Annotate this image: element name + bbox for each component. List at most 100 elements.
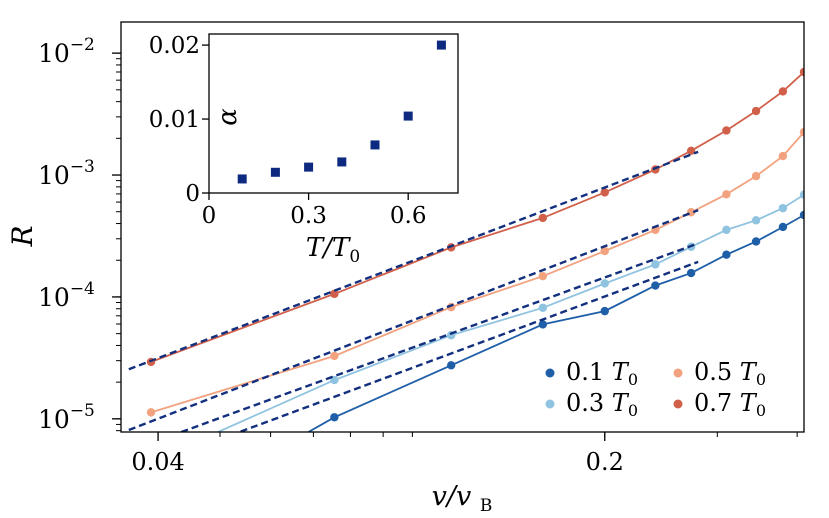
legend-sub: 0 (628, 401, 638, 420)
inset-y-axis: 0 0.01 0.02 (149, 33, 209, 207)
x-tick-label: 0.04 (131, 448, 184, 476)
inset-y-tick-label: 0.02 (149, 33, 200, 59)
legend-symbol: T (612, 358, 630, 386)
series-line-extension-1 (215, 379, 335, 432)
inset-x-axis: 0 0.3 0.6 (202, 193, 427, 229)
series-point-2 (330, 351, 339, 361)
series-point-0 (799, 210, 804, 220)
inset-point (237, 174, 247, 184)
y-tick-base: 10 (38, 283, 70, 312)
y-tick-label: 10−5 (38, 401, 95, 434)
legend-sub: 0 (756, 401, 766, 420)
series-point-2 (146, 408, 156, 417)
inset-point (370, 140, 380, 150)
series-point-3 (538, 213, 548, 223)
main-series-layer (146, 67, 804, 432)
inset-x-axis-label: T/T0 (306, 233, 360, 267)
fit-line-1 (180, 242, 699, 432)
series-point-2 (751, 171, 761, 181)
series-point-3 (600, 188, 609, 197)
series-line-extension-0 (306, 416, 335, 432)
main-x-axis-label-sub: B (480, 496, 493, 516)
y-tick-exponent: −5 (70, 401, 95, 421)
series-point-1 (778, 203, 788, 213)
series-point-2 (722, 190, 731, 199)
inset-x-label-main: T/T (306, 233, 351, 263)
main-y-axis-label: R (6, 225, 39, 247)
main-x-axis-label: v/v B (432, 481, 493, 516)
main-plot-frame (120, 21, 805, 433)
inset-point (337, 157, 347, 167)
inset-y-axis-label: α (213, 108, 243, 126)
series-line-1 (334, 193, 804, 381)
series-point-1 (722, 225, 731, 235)
series-point-1 (751, 216, 761, 225)
fit-line-2 (128, 209, 699, 432)
y-tick-exponent: −3 (70, 157, 95, 177)
inset-point (436, 40, 446, 50)
inset-background (209, 34, 458, 193)
legend-sub: 0 (628, 370, 638, 389)
fit-line-0 (236, 260, 699, 432)
inset-x-tick-label: 0.6 (390, 203, 427, 229)
inset-plot: 0 0.3 0.6 00.010.02 T/T0 α (149, 33, 459, 267)
series-point-3 (751, 106, 761, 116)
series-point-3 (686, 146, 696, 156)
legend-label-0: 0.1 T0 (566, 358, 638, 389)
series-point-0 (446, 361, 456, 370)
inset-x-tick-label: 0 (202, 203, 217, 229)
legend-label-2: 0.5 T0 (694, 358, 766, 389)
series-point-2 (538, 271, 548, 281)
y-tick-label: 10−2 (38, 35, 95, 68)
inset-point (304, 162, 314, 172)
y-tick-exponent: −2 (70, 35, 95, 55)
legend-symbol: T (612, 389, 630, 417)
main-y-axis: 10−510−410−310−2 (38, 35, 121, 434)
inset-x-tick-label: 0.3 (290, 203, 327, 229)
main-plot: 0.04 0.2 10−510−410−310−2 v/v B R (6, 21, 805, 516)
series-point-0 (600, 306, 609, 316)
legend-num: 0.3 (566, 389, 612, 417)
inset-point (403, 111, 413, 121)
main-x-axis-label-text: v/v (432, 481, 472, 512)
series-point-1 (600, 279, 609, 288)
y-tick-exponent: −4 (70, 279, 95, 299)
series-point-0 (651, 281, 660, 290)
series-point-0 (686, 268, 696, 278)
series-point-0 (538, 320, 548, 329)
legend-marker-3 (673, 399, 683, 409)
y-tick-base: 10 (38, 405, 70, 434)
fit-line-3 (128, 150, 699, 371)
series-line-0 (334, 214, 804, 419)
legend-symbol: T (740, 358, 758, 386)
series-point-0 (751, 237, 761, 246)
legend-num: 0.5 (694, 358, 740, 386)
inset-x-label-sub: 0 (349, 247, 360, 267)
legend-label-3: 0.7 T0 (694, 389, 766, 420)
y-tick-label: 10−3 (38, 157, 95, 190)
series-point-3 (799, 67, 804, 77)
series-point-1 (799, 190, 804, 199)
legend: 0.1 T00.3 T00.5 T00.7 T0 (545, 358, 766, 420)
main-x-axis: 0.04 0.2 (131, 432, 798, 476)
series-point-0 (778, 222, 788, 232)
legend-marker-2 (673, 368, 683, 378)
main-fit-layer (128, 150, 699, 432)
series-point-1 (651, 260, 660, 269)
series-point-0 (722, 250, 731, 259)
legend-sub: 0 (756, 370, 766, 389)
inset-points-layer (237, 40, 446, 184)
inset-y-tick-label: 0.01 (149, 107, 200, 133)
series-point-2 (600, 246, 609, 256)
inset-y-tick-label: 0 (185, 181, 200, 207)
series-point-3 (722, 126, 731, 135)
series-point-1 (538, 303, 548, 312)
x-tick-label: 0.2 (586, 448, 624, 476)
legend-num: 0.7 (694, 389, 740, 417)
y-tick-base: 10 (38, 39, 70, 68)
y-tick-base: 10 (38, 161, 70, 190)
legend-num: 0.1 (566, 358, 612, 386)
series-point-3 (330, 289, 339, 299)
legend-marker-0 (545, 368, 555, 378)
